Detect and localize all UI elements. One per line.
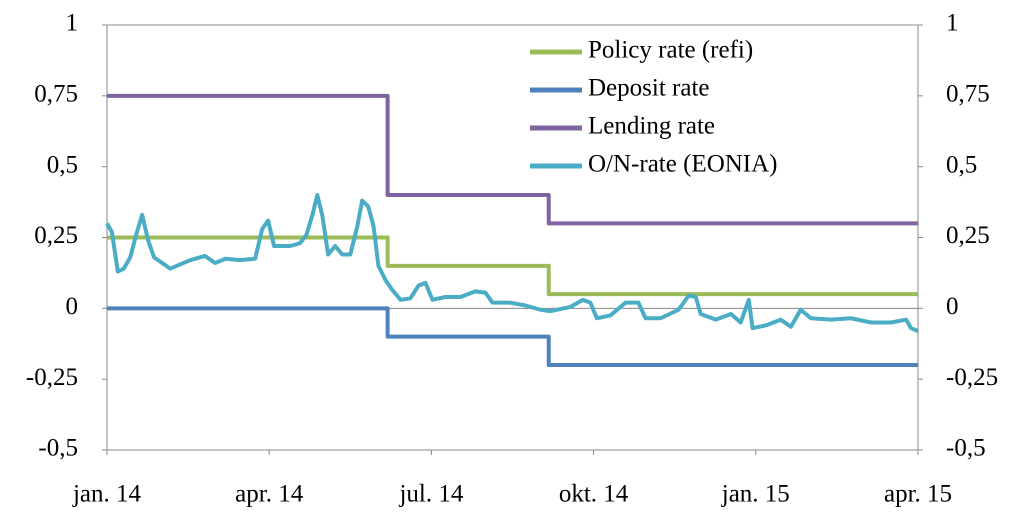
y-tick-label: -0,25: [26, 364, 78, 391]
legend-label: O/N-rate (EONIA): [588, 151, 778, 178]
series-line: [107, 93, 918, 226]
y-tick-label: 0: [66, 293, 79, 320]
legend-label: Policy rate (refi): [588, 37, 753, 64]
y2-tick-label: 0,75: [946, 81, 990, 108]
y2-tick-label: 0: [946, 293, 959, 320]
y2-tick-label: 0,5: [946, 151, 977, 178]
y2-tick-label: -0,5: [946, 435, 986, 462]
x-tick-label: jan. 14: [72, 481, 142, 508]
y2-tick-label: 0,25: [946, 222, 990, 249]
series-line: [107, 306, 918, 367]
x-tick-label: okt. 14: [559, 481, 629, 508]
y-tick-label: 1: [66, 10, 79, 37]
y-tick-label: 0,5: [47, 151, 78, 178]
series-line: [107, 235, 918, 297]
x-tick-label: jul. 14: [398, 481, 463, 508]
y2-tick-label: -0,25: [946, 364, 998, 391]
x-tick-label: apr. 15: [884, 481, 952, 508]
x-tick-label: jan. 15: [721, 481, 790, 508]
series-line: [105, 193, 919, 333]
y-tick-label: -0,5: [38, 435, 78, 462]
x-tick-label: apr. 14: [235, 481, 304, 508]
y-tick-label: 0,75: [34, 81, 78, 108]
legend-label: Lending rate: [588, 113, 715, 140]
y-tick-label: 0,25: [34, 222, 78, 249]
legend-label: Deposit rate: [588, 75, 709, 102]
y2-tick-label: 1: [946, 10, 959, 37]
